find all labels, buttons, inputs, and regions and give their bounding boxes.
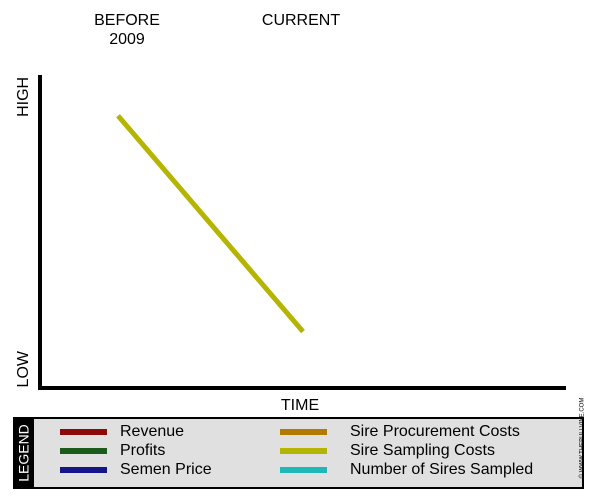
series-line <box>116 114 305 334</box>
legend-title: LEGEND <box>16 424 32 482</box>
legend-swatch <box>280 467 327 473</box>
credit: © WWW.THEBULLVINE.COM <box>579 398 586 479</box>
y-tick-label: HIGH <box>15 77 32 117</box>
legend-swatch <box>280 448 327 454</box>
legend-label: Revenue <box>120 423 184 440</box>
legend-label: Sire Procurement Costs <box>350 423 520 440</box>
x-axis-label: TIME <box>281 397 319 414</box>
legend-swatch <box>60 467 107 473</box>
y-tick-label: LOW <box>15 350 32 387</box>
legend-label: Profits <box>120 442 165 459</box>
x-category-label: BEFORE 2009 <box>94 12 160 48</box>
legend-swatch <box>60 448 107 454</box>
legend-swatch <box>280 429 327 435</box>
legend-label: Sire Sampling Costs <box>350 442 495 459</box>
x-category-label: CURRENT <box>261 12 341 29</box>
legend-label: Semen Price <box>120 461 212 478</box>
legend-strip <box>14 418 34 488</box>
legend-swatch <box>60 429 107 435</box>
legend-label: Number of Sires Sampled <box>350 461 533 478</box>
